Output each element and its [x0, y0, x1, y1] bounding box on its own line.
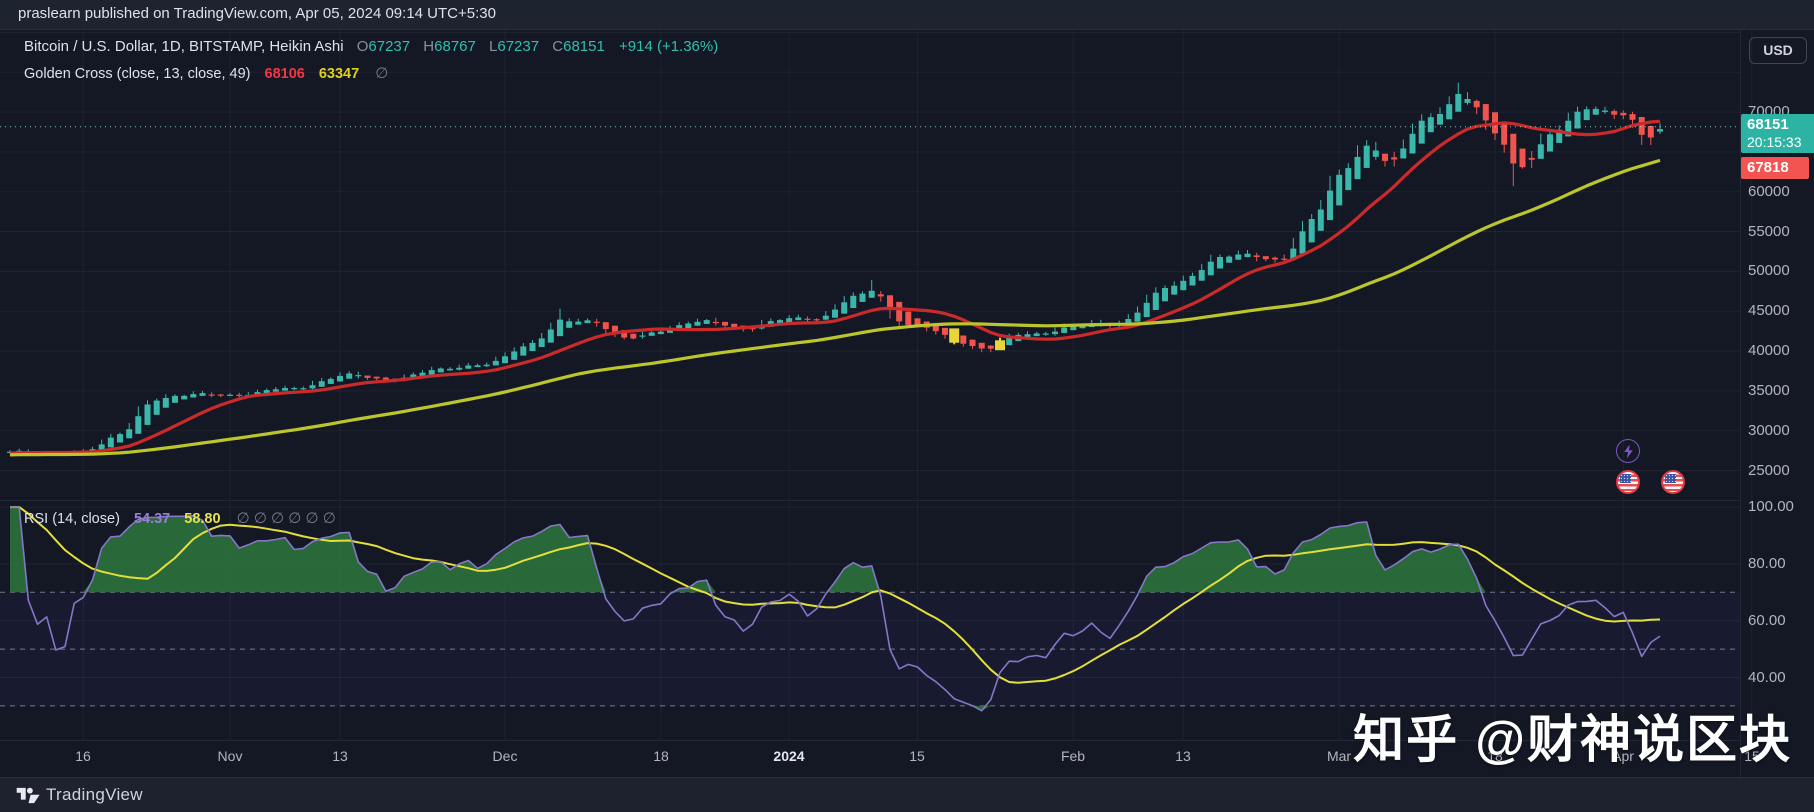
ohlc-low-value: 67237 — [497, 38, 540, 55]
published-line: praslearn published on TradingView.com, … — [18, 5, 496, 22]
pane-separator[interactable] — [0, 500, 1740, 501]
price-axis-label: 50000 — [1748, 262, 1790, 279]
zhihu-watermark: 知乎 @财神说区块 — [1353, 711, 1792, 768]
golden-cross-slow-value: 63347 — [318, 66, 360, 82]
ma-price-badge: 67818 — [1741, 157, 1809, 179]
rsi-axis-label: 40.00 — [1748, 669, 1786, 686]
golden-cross-fast-value: 68106 — [264, 66, 305, 82]
publish-header: praslearn published on TradingView.com, … — [0, 0, 1814, 30]
rsi-axis-label: 60.00 — [1748, 612, 1786, 629]
time-axis-label: Nov — [217, 748, 243, 764]
time-axis-separator — [0, 740, 1740, 741]
tradingview-brand-text[interactable]: TradingView — [46, 785, 143, 804]
last-price-badge: 68151 20:15:33 — [1741, 114, 1814, 153]
price-axis-label: 30000 — [1748, 422, 1790, 439]
rsi-legend-row[interactable]: RSI (14, close) 54.37 58.80 ∅ ∅ ∅ ∅ ∅ ∅ — [24, 509, 336, 527]
ohlc-high-label: H — [423, 38, 435, 55]
ohlc-low-label: L — [489, 38, 498, 55]
tradingview-logo-icon[interactable] — [16, 786, 41, 805]
time-axis-label: 2024 — [773, 748, 805, 764]
last-price-value: 68151 — [1747, 116, 1789, 133]
price-axis-label: 35000 — [1748, 382, 1790, 399]
price-axis-label: 25000 — [1748, 462, 1790, 479]
price-axis-label: 40000 — [1748, 342, 1790, 359]
change-value: +914 (+1.36%) — [619, 38, 719, 55]
price-axis-label: 55000 — [1748, 223, 1790, 240]
price-axis-label: 60000 — [1748, 183, 1790, 200]
rsi-empty-icons: ∅ ∅ ∅ ∅ ∅ ∅ — [236, 510, 336, 527]
price-axis-separator[interactable] — [1740, 30, 1741, 777]
currency-usd-button[interactable]: USD — [1749, 37, 1807, 64]
golden-cross-title: Golden Cross (close, 13, close, 49) — [24, 66, 251, 82]
time-axis-label: 18 — [653, 748, 669, 764]
time-axis-label: 18 — [1487, 748, 1503, 764]
time-axis-label: Feb — [1060, 748, 1086, 764]
time-axis-label: 13 — [332, 748, 348, 764]
footer-bar: TradingView — [0, 777, 1814, 812]
rsi-axis-label: 100.00 — [1748, 498, 1794, 515]
bar-countdown: 20:15:33 — [1747, 134, 1802, 150]
ohlc-open-label: O — [356, 38, 369, 55]
time-axis-label: Dec — [492, 748, 518, 764]
symbol-legend-row[interactable]: Bitcoin / U.S. Dollar, 1D, BITSTAMP, Hei… — [24, 38, 718, 55]
ohlc-open-value: 67237 — [368, 38, 411, 55]
price-axis-label: 45000 — [1748, 302, 1790, 319]
ohlc-close-label: C — [552, 38, 564, 55]
ohlc-close-value: 68151 — [563, 38, 605, 55]
golden-cross-empty-icon: ∅ — [375, 65, 389, 82]
time-axis-label: 16 — [75, 748, 91, 764]
time-axis-label: Apr — [1612, 748, 1634, 764]
golden-cross-legend-row[interactable]: Golden Cross (close, 13, close, 49) 6810… — [24, 64, 388, 82]
symbol-title: Bitcoin / U.S. Dollar, 1D, BITSTAMP, Hei… — [24, 38, 344, 55]
time-axis-label: Mar — [1326, 748, 1352, 764]
time-axis-label: 15 — [1744, 748, 1760, 764]
rsi-ma-value: 58.80 — [184, 511, 221, 527]
rsi-axis-label: 80.00 — [1748, 555, 1786, 572]
us-flag-icon[interactable] — [1661, 470, 1685, 494]
us-flag-icon[interactable] — [1616, 470, 1640, 494]
lightning-icon[interactable] — [1616, 439, 1640, 463]
rsi-title: RSI (14, close) — [24, 511, 120, 527]
rsi-value: 54.37 — [133, 511, 171, 527]
ohlc-high-value: 68767 — [434, 38, 476, 55]
time-axis-label: 15 — [909, 748, 925, 764]
time-axis-label: 13 — [1175, 748, 1191, 764]
